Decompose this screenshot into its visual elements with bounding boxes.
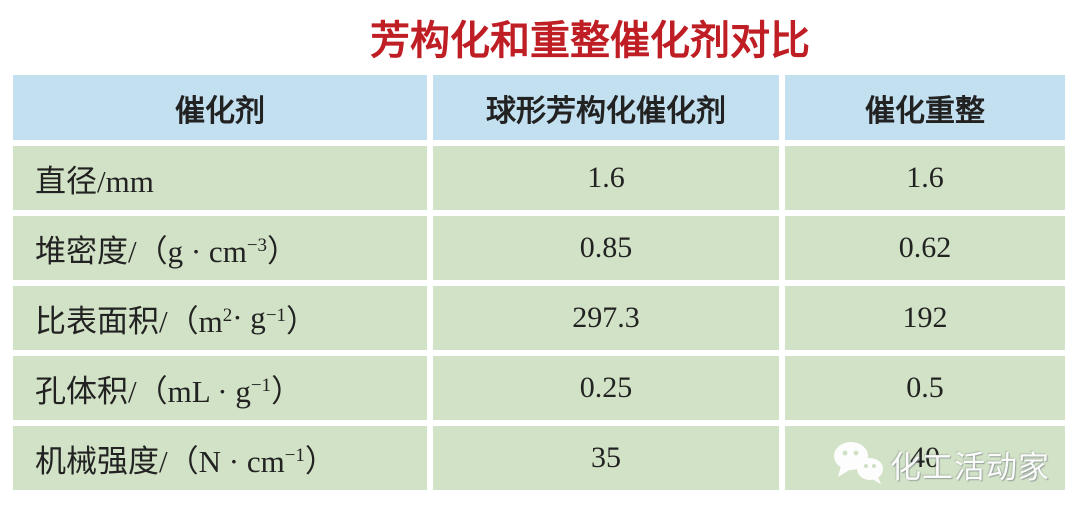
row-label-0: 直径/mm — [13, 146, 427, 210]
cell-value-r2-c1: 192 — [785, 286, 1065, 350]
row-label-2: 比表面积/（m 2 · g −1） — [13, 286, 427, 350]
page-title: 芳构化和重整催化剂对比 — [370, 19, 810, 63]
column-header-catalyst: 催化剂 — [13, 75, 427, 140]
cell-value-r3-c0: 0.25 — [433, 356, 779, 420]
cell-value-r1-c0: 0.85 — [433, 216, 779, 280]
row-label-4: 机械强度/（N · cm −1） — [13, 426, 427, 490]
cell-value-r2-c0: 297.3 — [433, 286, 779, 350]
row-label-1: 堆密度/（g · cm −3） — [13, 216, 427, 280]
comparison-table: 催化剂 球形芳构化催化剂 催化重整 直径/mm 1.6 1.6 堆密度/（g · cm… — [13, 75, 1065, 490]
cell-value-r0-c0: 1.6 — [433, 146, 779, 210]
column-header-spherical-aromatization-catalyst: 球形芳构化催化剂 — [433, 75, 779, 140]
cell-value-r4-c0: 35 — [433, 426, 779, 490]
column-header-catalytic-reforming: 催化重整 — [785, 75, 1065, 140]
cell-value-r0-c1: 1.6 — [785, 146, 1065, 210]
row-label-3: 孔体积/（mL · g −1） — [13, 356, 427, 420]
cell-value-r1-c1: 0.62 — [785, 216, 1065, 280]
cell-value-r4-c1: 40 — [785, 426, 1065, 490]
cell-value-r3-c1: 0.5 — [785, 356, 1065, 420]
